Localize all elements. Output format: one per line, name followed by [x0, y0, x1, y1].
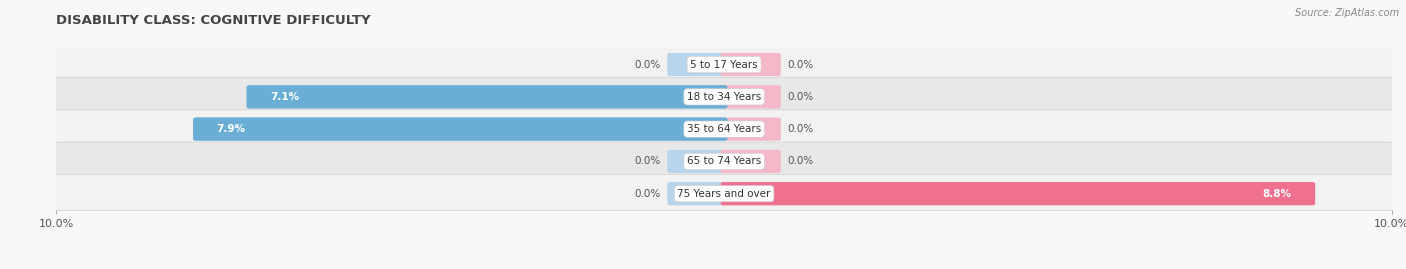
Text: 0.0%: 0.0%	[634, 156, 661, 167]
Text: 75 Years and over: 75 Years and over	[678, 189, 770, 199]
FancyBboxPatch shape	[668, 182, 727, 205]
FancyBboxPatch shape	[721, 150, 780, 173]
Text: 0.0%: 0.0%	[634, 59, 661, 70]
Text: 7.9%: 7.9%	[217, 124, 246, 134]
FancyBboxPatch shape	[721, 182, 1315, 205]
Text: 0.0%: 0.0%	[787, 92, 814, 102]
FancyBboxPatch shape	[246, 85, 727, 108]
FancyBboxPatch shape	[721, 53, 780, 76]
FancyBboxPatch shape	[668, 53, 727, 76]
FancyBboxPatch shape	[721, 85, 780, 108]
FancyBboxPatch shape	[49, 142, 1399, 181]
FancyBboxPatch shape	[49, 77, 1399, 116]
Text: 8.8%: 8.8%	[1263, 189, 1292, 199]
Text: Source: ZipAtlas.com: Source: ZipAtlas.com	[1295, 8, 1399, 18]
Text: 7.1%: 7.1%	[270, 92, 299, 102]
Text: 18 to 34 Years: 18 to 34 Years	[688, 92, 761, 102]
FancyBboxPatch shape	[246, 85, 727, 108]
FancyBboxPatch shape	[193, 118, 727, 141]
FancyBboxPatch shape	[668, 150, 727, 173]
FancyBboxPatch shape	[721, 182, 1315, 205]
Text: 0.0%: 0.0%	[634, 189, 661, 199]
FancyBboxPatch shape	[49, 45, 1399, 84]
Text: 0.0%: 0.0%	[787, 59, 814, 70]
Text: 35 to 64 Years: 35 to 64 Years	[688, 124, 761, 134]
Text: 65 to 74 Years: 65 to 74 Years	[688, 156, 761, 167]
Text: 0.0%: 0.0%	[787, 156, 814, 167]
FancyBboxPatch shape	[721, 118, 780, 141]
Text: DISABILITY CLASS: COGNITIVE DIFFICULTY: DISABILITY CLASS: COGNITIVE DIFFICULTY	[56, 15, 371, 27]
FancyBboxPatch shape	[49, 174, 1399, 213]
FancyBboxPatch shape	[49, 110, 1399, 148]
Text: 0.0%: 0.0%	[787, 124, 814, 134]
FancyBboxPatch shape	[193, 118, 727, 141]
Text: 5 to 17 Years: 5 to 17 Years	[690, 59, 758, 70]
